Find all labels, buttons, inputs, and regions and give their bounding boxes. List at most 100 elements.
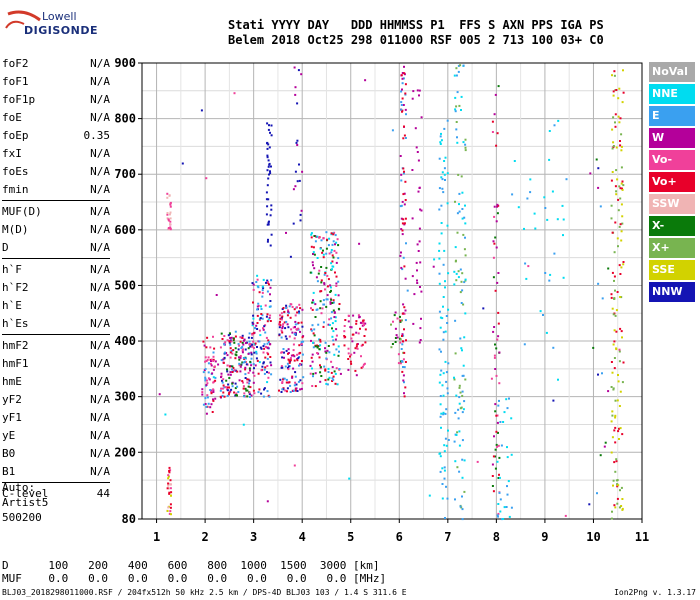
echo-point bbox=[269, 131, 271, 134]
echo-point bbox=[261, 291, 264, 294]
echo-point bbox=[210, 360, 212, 362]
echo-point bbox=[493, 356, 496, 359]
echo-point bbox=[266, 381, 269, 384]
echo-point bbox=[167, 227, 170, 229]
echo-point bbox=[231, 371, 234, 373]
echo-point bbox=[613, 429, 616, 432]
echo-point bbox=[309, 372, 312, 375]
echo-point bbox=[244, 377, 247, 379]
echo-point bbox=[462, 233, 465, 236]
echo-point bbox=[620, 182, 623, 185]
echo-point bbox=[506, 485, 508, 488]
echo-point bbox=[311, 301, 314, 304]
echo-point bbox=[348, 315, 350, 317]
echo-point bbox=[334, 243, 336, 246]
echo-point bbox=[205, 412, 208, 415]
echo-point bbox=[443, 450, 446, 453]
param-row-yf1: yF1 N/A bbox=[2, 409, 110, 427]
echo-point bbox=[456, 141, 459, 144]
echo-point bbox=[331, 260, 334, 263]
echo-point bbox=[269, 343, 272, 346]
echo-point bbox=[248, 382, 250, 385]
echo-point bbox=[442, 411, 445, 414]
echo-point bbox=[269, 286, 272, 289]
echo-point bbox=[212, 351, 215, 354]
echo-point bbox=[324, 347, 326, 350]
echo-point bbox=[267, 221, 270, 224]
echo-point bbox=[454, 200, 456, 203]
echo-point bbox=[316, 308, 319, 311]
echo-point bbox=[332, 256, 335, 259]
echo-point bbox=[210, 403, 213, 406]
param-row-foep: foEp 0.35 bbox=[2, 127, 110, 145]
echo-point bbox=[213, 347, 216, 350]
echo-point bbox=[226, 370, 229, 373]
echo-point bbox=[284, 365, 287, 368]
echo-point bbox=[493, 326, 496, 328]
echo-point bbox=[614, 221, 617, 224]
echo-point bbox=[462, 141, 465, 144]
echo-point bbox=[234, 357, 237, 360]
echo-point bbox=[438, 208, 441, 211]
echo-point bbox=[404, 199, 407, 201]
echo-point bbox=[335, 328, 338, 331]
echo-point bbox=[283, 356, 285, 359]
echo-point bbox=[446, 387, 449, 390]
echo-point bbox=[280, 336, 283, 339]
echo-point bbox=[620, 145, 623, 148]
echo-point bbox=[402, 366, 404, 368]
echo-point bbox=[497, 431, 499, 434]
echo-point bbox=[212, 398, 214, 401]
echo-point bbox=[337, 244, 340, 247]
echo-point bbox=[457, 417, 460, 420]
echo-point bbox=[355, 331, 358, 334]
echo-point bbox=[444, 156, 447, 159]
echo-point bbox=[222, 361, 225, 364]
echo-point bbox=[319, 247, 322, 250]
echo-point bbox=[524, 262, 527, 265]
echo-point bbox=[337, 280, 340, 283]
echo-point bbox=[619, 273, 622, 275]
echo-point bbox=[446, 119, 449, 122]
echo-point bbox=[264, 356, 267, 359]
echo-point bbox=[212, 355, 215, 358]
echo-point bbox=[311, 360, 314, 363]
echo-point bbox=[461, 191, 464, 194]
echo-point bbox=[212, 381, 215, 384]
echo-point bbox=[301, 170, 304, 173]
echo-point bbox=[234, 330, 237, 333]
param-name: yE bbox=[2, 429, 16, 442]
echo-point bbox=[612, 94, 615, 97]
echo-point bbox=[454, 498, 456, 501]
echo-point bbox=[510, 417, 513, 420]
echo-point bbox=[201, 388, 204, 391]
param-name: MUF(D) bbox=[2, 205, 42, 218]
echo-point bbox=[269, 305, 272, 308]
echo-point bbox=[209, 346, 212, 349]
echo-point bbox=[287, 368, 290, 371]
echo-point bbox=[300, 209, 303, 212]
echo-point bbox=[169, 510, 172, 513]
echo-point bbox=[206, 396, 209, 399]
echo-point bbox=[231, 368, 233, 371]
echo-point bbox=[404, 92, 407, 95]
echo-point bbox=[230, 349, 233, 352]
echo-point bbox=[618, 360, 621, 363]
echo-point bbox=[293, 384, 296, 387]
echo-point bbox=[289, 359, 292, 362]
param-row-fmin: fmin N/A bbox=[2, 181, 110, 199]
echo-point bbox=[503, 506, 506, 509]
echo-point bbox=[282, 323, 285, 326]
echo-point bbox=[205, 360, 208, 362]
echo-point bbox=[497, 272, 500, 274]
echo-point bbox=[247, 352, 250, 355]
echo-point bbox=[224, 386, 227, 389]
echo-point bbox=[443, 477, 446, 480]
echo-point bbox=[325, 231, 328, 234]
echo-point bbox=[294, 323, 297, 326]
echo-point bbox=[495, 374, 498, 377]
echo-point bbox=[612, 313, 615, 316]
echo-point bbox=[322, 325, 325, 328]
echo-point bbox=[495, 430, 498, 433]
echo-point bbox=[440, 139, 443, 142]
